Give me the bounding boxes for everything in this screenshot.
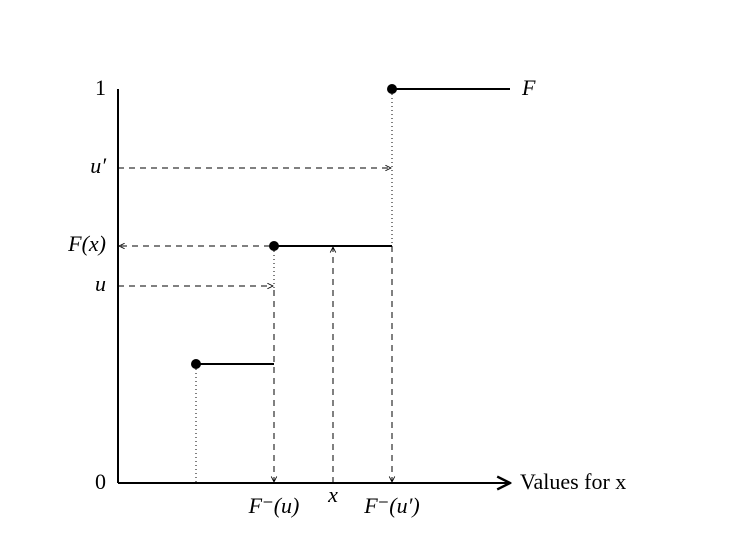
x-axis-title: Values for x [520,469,626,494]
y-label: 1 [95,75,106,100]
y-label: u′ [90,153,107,178]
step-point [191,359,201,369]
curve-label: F [521,75,536,100]
x-label: x [327,482,338,507]
x-label: F⁻(u′) [363,493,420,518]
step-point [387,84,397,94]
y-label: u [95,271,106,296]
step-point [269,241,279,251]
x-label: F⁻(u) [248,493,300,518]
y-label: 0 [95,469,106,494]
y-label: F(x) [67,231,106,256]
